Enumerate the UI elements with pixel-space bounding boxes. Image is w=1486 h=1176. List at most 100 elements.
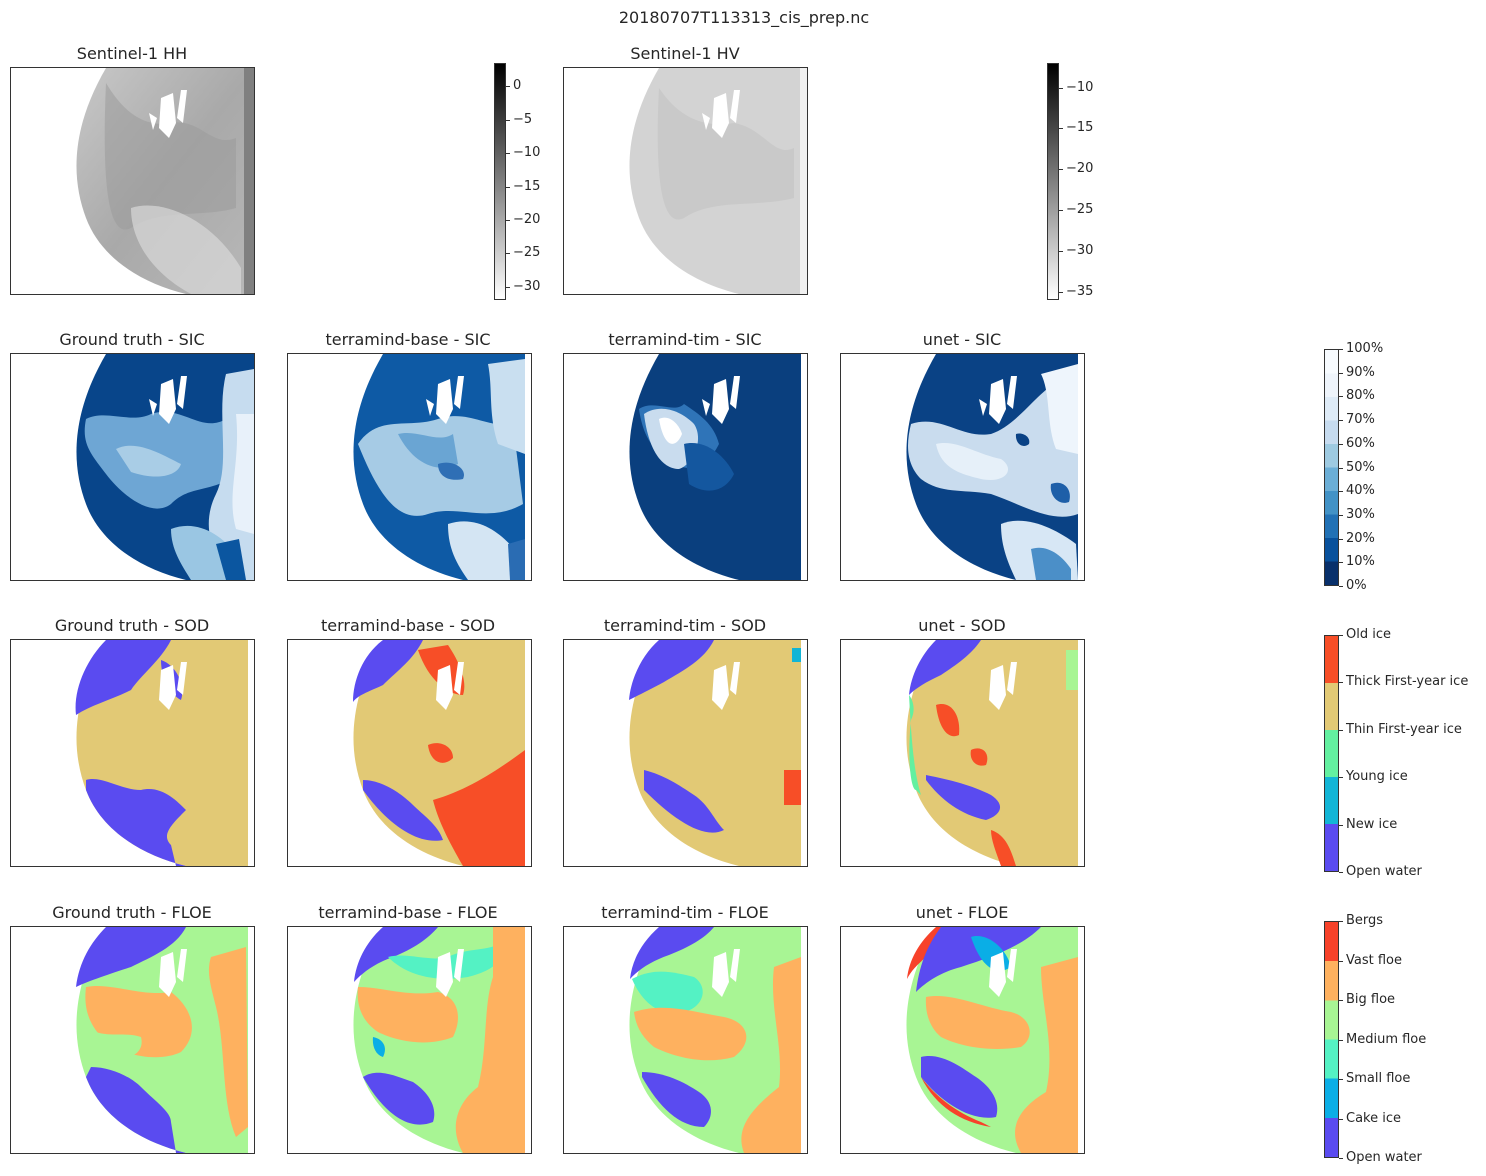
colorbar-tick-mark [1339,562,1343,563]
panel-title-gt-sic: Ground truth - SIC [59,330,205,349]
colorbar-tick-label: −35 [1066,284,1094,299]
colorbar-tick-mark [1339,635,1343,636]
colorbar-tick-label: Bergs [1346,913,1384,928]
colorbar-tick-mark [1339,420,1343,421]
colorbar-tick-mark [506,253,510,254]
colorbar-tick-mark [1339,491,1343,492]
colorbar-tick-mark [506,287,510,288]
colorbar-tick-label: Young ice [1346,769,1408,784]
colorbar-tick-mark [1339,961,1343,962]
colorbar-tick-label: −25 [513,245,541,260]
panel-title-unet-floe: unet - FLOE [915,903,1009,922]
panel-unet-floe [840,926,1085,1154]
colorbar-tick-label: Open water [1346,864,1422,879]
panel-title-unet-sic: unet - SIC [922,330,1002,349]
colorbar-tick-label: −25 [1066,202,1094,217]
colorbar-tick-mark [1059,88,1063,89]
panel-title-gt-floe: Ground truth - FLOE [52,903,212,922]
colorbar-tick-label: 0% [1346,578,1367,593]
colorbar-tick-label: Big floe [1346,992,1396,1007]
colorbar-tick-label: Thick First-year ice [1346,674,1469,689]
colorbar-tick-label: 60% [1346,436,1375,451]
colorbar-tick-label: −10 [513,145,541,160]
colorbar-sod [1324,635,1339,872]
colorbar-tick-mark [1339,444,1343,445]
colorbar-tick-label: Medium floe [1346,1032,1427,1047]
colorbar-tick-label: −5 [513,112,533,127]
colorbar-tick-mark [1339,921,1343,922]
colorbar-tick-mark [1339,682,1343,683]
colorbar-tick-label: 100% [1346,341,1384,356]
colorbar-tick-label: Thin First-year ice [1346,722,1462,737]
colorbar-tick-label: 0 [513,78,522,93]
panel-title-hv: Sentinel-1 HV [630,44,740,63]
colorbar-tick-label: −15 [513,179,541,194]
panel-tmbase-floe [287,926,532,1154]
panel-unet-sic [840,353,1085,581]
colorbar-tick-label: −15 [1066,120,1094,135]
panel-title-unet-sod: unet - SOD [918,616,1006,635]
panel-title-tmtim-floe: terramind-tim - FLOE [601,903,769,922]
colorbar-tick-label: 20% [1346,531,1375,546]
colorbar-tick-mark [1339,468,1343,469]
colorbar-tick-label: New ice [1346,817,1398,832]
colorbar-hh [494,63,506,300]
panel-tmtim-floe [563,926,808,1154]
colorbar-sic [1324,349,1339,586]
colorbar-tick-label: 30% [1346,507,1375,522]
panel-tmbase-sod [287,639,532,867]
colorbar-tick-label: 50% [1346,460,1375,475]
colorbar-tick-label: 40% [1346,483,1375,498]
colorbar-tick-label: 10% [1346,554,1375,569]
panel-hv [563,67,808,295]
colorbar-tick-label: Open water [1346,1150,1422,1165]
panel-tmtim-sod [563,639,808,867]
colorbar-hv [1047,63,1059,300]
colorbar-tick-label: −10 [1066,80,1094,95]
colorbar-tick-mark [506,120,510,121]
colorbar-tick-mark [506,153,510,154]
panel-title-tmtim-sic: terramind-tim - SIC [608,330,762,349]
colorbar-tick-mark [1339,825,1343,826]
colorbar-tick-mark [506,187,510,188]
colorbar-tick-mark [1339,539,1343,540]
colorbar-tick-mark [1059,292,1063,293]
colorbar-tick-mark [1339,586,1343,587]
colorbar-tick-label: Old ice [1346,627,1391,642]
colorbar-tick-label: −20 [1066,161,1094,176]
panel-title-tmbase-floe: terramind-base - FLOE [318,903,498,922]
colorbar-floe [1324,921,1339,1158]
figure-title: 20180707T113313_cis_prep.nc [618,8,870,27]
colorbar-tick-mark [1339,1040,1343,1041]
panel-tmbase-sic [287,353,532,581]
colorbar-tick-mark [1339,1119,1343,1120]
colorbar-tick-mark [506,86,510,87]
colorbar-tick-mark [506,220,510,221]
panel-title-tmbase-sic: terramind-base - SIC [325,330,491,349]
colorbar-tick-mark [1339,1079,1343,1080]
colorbar-tick-mark [1339,515,1343,516]
panel-hh [10,67,255,295]
panel-title-tmtim-sod: terramind-tim - SOD [603,616,767,635]
colorbar-tick-mark [1339,349,1343,350]
colorbar-tick-mark [1339,872,1343,873]
panel-gt-sic [10,353,255,581]
colorbar-tick-mark [1339,396,1343,397]
colorbar-tick-mark [1059,210,1063,211]
colorbar-tick-mark [1059,251,1063,252]
colorbar-tick-mark [1339,1000,1343,1001]
colorbar-tick-label: −30 [513,279,541,294]
colorbar-tick-mark [1339,777,1343,778]
colorbar-tick-label: Vast floe [1346,953,1402,968]
panel-gt-floe [10,926,255,1154]
panel-unet-sod [840,639,1085,867]
colorbar-tick-mark [1059,169,1063,170]
colorbar-tick-mark [1339,1158,1343,1159]
panel-gt-sod [10,639,255,867]
colorbar-tick-label: 90% [1346,365,1375,380]
panel-title-tmbase-sod: terramind-base - SOD [320,616,496,635]
panel-title-hh: Sentinel-1 HH [76,44,188,63]
panel-title-gt-sod: Ground truth - SOD [54,616,210,635]
colorbar-tick-label: −30 [1066,243,1094,258]
colorbar-tick-label: Small floe [1346,1071,1411,1086]
